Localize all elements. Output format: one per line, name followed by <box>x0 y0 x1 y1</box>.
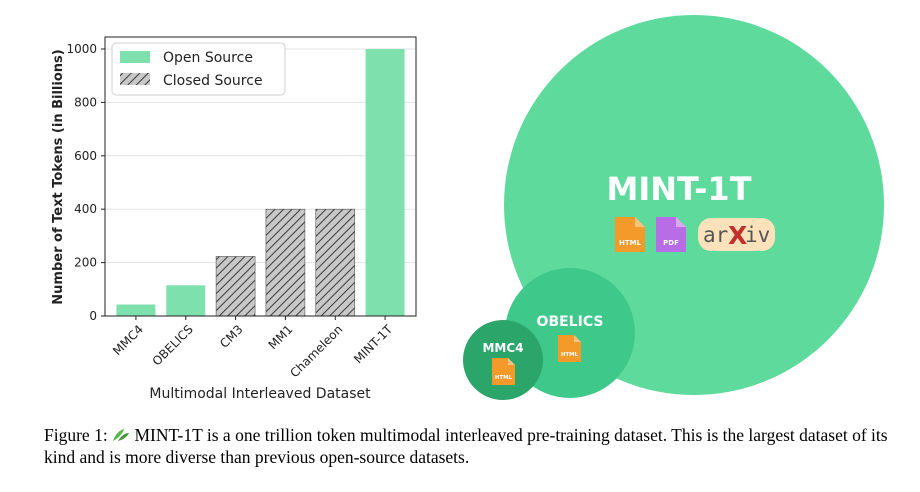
bar-obelics <box>166 285 206 316</box>
arxiv-logo-icon: ar X iv <box>698 218 775 251</box>
y-axis-ticks: 0 200 400 600 800 1000 <box>66 42 105 323</box>
dataset-bubbles: MINT-1T HTML PDF ar X iv OBELICS HTML MM… <box>463 15 884 400</box>
legend-swatch-closed <box>120 73 150 85</box>
x-tick-label: MMC4 <box>110 322 146 358</box>
x-tick-label: OBELICS <box>150 322 196 368</box>
pdf-file-icon: PDF <box>656 217 686 252</box>
mmc4-bubble-label: MMC4 <box>482 341 523 355</box>
obelics-bubble-label: OBELICS <box>537 314 604 330</box>
y-tick-label: 1000 <box>66 42 97 56</box>
pdf-icon-label: PDF <box>663 239 679 247</box>
bar-chart: 0 200 400 600 800 1000 MMC4 OBELICS CM3 MM1Chame… <box>51 36 417 402</box>
legend: Open Source Closed Source <box>111 42 286 96</box>
obelics-html-icon: HTML <box>558 335 581 362</box>
x-tick-label: MINT-1T <box>351 322 396 367</box>
caption-prefix: Figure 1: <box>44 425 108 445</box>
y-tick-label: 400 <box>74 202 97 216</box>
x-tick-label: Chameleon <box>287 322 345 380</box>
bars <box>116 49 405 317</box>
mmc4-html-icon: HTML <box>492 358 515 385</box>
mint-bubble-label: MINT-1T <box>606 170 751 208</box>
y-axis-label: Number of Text Tokens (in Billions) <box>51 49 66 304</box>
bar-mmc4 <box>116 304 156 316</box>
bar-chameleon <box>315 208 356 317</box>
legend-label-closed: Closed Source <box>163 73 263 89</box>
obelics-html-icon-label: HTML <box>561 352 579 358</box>
y-tick-label: 0 <box>89 309 97 323</box>
x-tick-label: MM1 <box>266 322 296 352</box>
y-tick-label: 800 <box>74 95 97 109</box>
arxiv-logo-right: iv <box>745 223 770 247</box>
legend-label-open: Open Source <box>163 50 253 66</box>
x-tick-label: CM3 <box>217 322 246 351</box>
legend-swatch-open <box>120 51 150 63</box>
arxiv-logo-x: X <box>728 221 747 250</box>
mint-leaf-icon <box>113 429 130 441</box>
legend-box <box>111 42 286 96</box>
html-icon-label: HTML <box>619 239 642 247</box>
plot-frame <box>104 36 417 317</box>
y-tick-label: 600 <box>74 149 97 163</box>
bar-mm1 <box>265 208 306 317</box>
html-file-icon: HTML <box>615 217 645 252</box>
x-axis-label: Multimodal Interleaved Dataset <box>149 386 371 402</box>
bar-cm3 <box>215 256 256 317</box>
caption-text: MINT-1T is a one trillion token multimod… <box>44 425 888 467</box>
mmc4-html-icon-label: HTML <box>495 375 513 381</box>
arxiv-logo-left: ar <box>703 223 728 247</box>
figure-caption: Figure 1: MINT-1T is a one trillion toke… <box>44 424 894 468</box>
bar-mint-1t <box>365 49 405 316</box>
y-tick-label: 200 <box>74 256 97 270</box>
